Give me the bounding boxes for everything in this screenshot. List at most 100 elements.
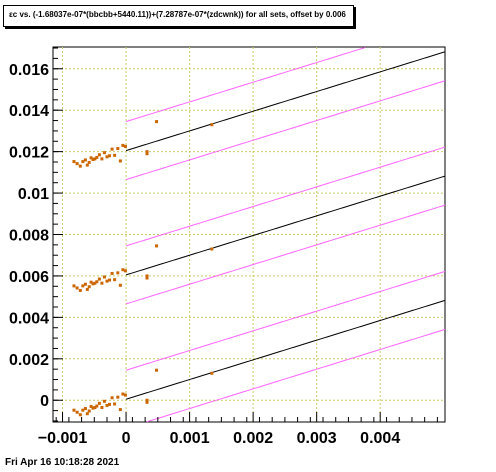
data-point: [121, 143, 125, 147]
data-point: [102, 275, 106, 279]
data-point: [72, 408, 76, 412]
data-point: [91, 158, 95, 161]
data-point: [72, 284, 76, 288]
y-tick-label: 0.004: [9, 310, 49, 327]
data-point: [145, 152, 149, 156]
data-point: [113, 278, 117, 282]
data-point: [75, 162, 79, 166]
data-point: [108, 278, 112, 282]
data-point: [105, 155, 109, 159]
x-tick-label: −0.001: [38, 430, 87, 447]
data-point: [108, 402, 112, 406]
data-point: [145, 400, 149, 404]
y-tick-label: 0.012: [9, 145, 49, 162]
data-point: [118, 408, 122, 412]
y-tick-labels: 0 0.002 0.004 0.006 0.008 0.01 0.012 0.014 0.016: [9, 62, 49, 410]
data-point: [81, 408, 85, 412]
data-point: [210, 123, 214, 127]
fit-line: [125, 299, 446, 400]
data-point: [118, 283, 122, 287]
data-point: [100, 405, 104, 409]
data-point: [118, 159, 122, 163]
data-point: [95, 155, 99, 159]
data-point: [85, 412, 89, 416]
data-point: [81, 284, 85, 288]
fit-line: [125, 175, 446, 276]
data-point: [87, 160, 91, 164]
band-line: [125, 146, 446, 247]
fit-lines: [125, 51, 446, 400]
data-point: [78, 288, 82, 292]
plot-title-box: εc vs. (-1.68037e-07*(bbcbb+5440.11))+(7…: [3, 5, 354, 27]
data-point: [155, 368, 159, 372]
y-tick-label: 0: [40, 393, 49, 410]
data-point: [145, 150, 149, 154]
x-tick-label: 0.002: [233, 430, 273, 447]
y-tick-label: 0.016: [9, 62, 49, 79]
data-point: [100, 157, 104, 161]
plot-title: εc vs. (-1.68037e-07*(bbcbb+5440.11))+(7…: [9, 10, 346, 19]
data-point: [87, 409, 91, 413]
data-point: [110, 147, 114, 151]
data-point: [81, 160, 85, 164]
band-lines: [125, 47, 446, 423]
x-tick-label: 0.001: [170, 430, 210, 447]
data-point: [102, 399, 106, 403]
band-line: [125, 204, 446, 305]
data-point: [155, 244, 159, 248]
data-point: [89, 404, 93, 408]
data-point: [105, 279, 109, 283]
timestamp-footer: Fri Apr 16 10:18:28 2021: [5, 457, 120, 468]
data-point: [123, 269, 127, 273]
data-point: [83, 282, 87, 286]
data-point: [116, 271, 120, 275]
data-point: [210, 247, 214, 251]
data-point: [110, 271, 114, 275]
band-line: [125, 270, 446, 371]
data-point: [100, 281, 104, 285]
band-line: [125, 47, 366, 123]
data-point: [78, 164, 82, 168]
data-point: [121, 268, 125, 272]
data-point: [97, 153, 101, 157]
data-point: [210, 371, 214, 375]
data-point: [93, 281, 97, 285]
data-point: [121, 392, 125, 396]
data-point: [123, 144, 127, 148]
data-point: [85, 287, 89, 291]
data-point: [116, 395, 120, 399]
band-line: [125, 80, 446, 181]
data-points: [72, 120, 214, 417]
data-point: [93, 157, 97, 161]
data-point: [123, 393, 127, 397]
data-point: [116, 147, 120, 151]
data-point: [87, 285, 91, 289]
x-tick-label: 0.004: [360, 430, 400, 447]
band-line: [146, 328, 446, 423]
data-point: [89, 156, 93, 160]
data-point: [91, 406, 95, 410]
data-point: [110, 396, 114, 400]
data-point: [155, 120, 159, 124]
y-tick-label: 0.006: [9, 269, 49, 286]
y-tick-label: 0.01: [18, 186, 49, 203]
data-point: [97, 401, 101, 405]
data-point: [105, 403, 109, 407]
x-tick-label: 0: [122, 430, 131, 447]
fit-line: [125, 51, 446, 152]
data-point: [85, 163, 89, 167]
data-point: [91, 282, 95, 286]
data-point: [102, 151, 106, 155]
y-tick-label: 0.002: [9, 352, 49, 369]
data-point: [89, 280, 93, 284]
data-point: [145, 398, 149, 402]
data-point: [72, 160, 76, 164]
data-point: [83, 158, 87, 162]
data-point: [95, 280, 99, 284]
data-point: [83, 407, 87, 411]
data-point: [113, 153, 117, 157]
x-tick-label: 0.003: [297, 430, 337, 447]
y-tick-label: 0.008: [9, 228, 49, 245]
data-point: [145, 276, 149, 280]
